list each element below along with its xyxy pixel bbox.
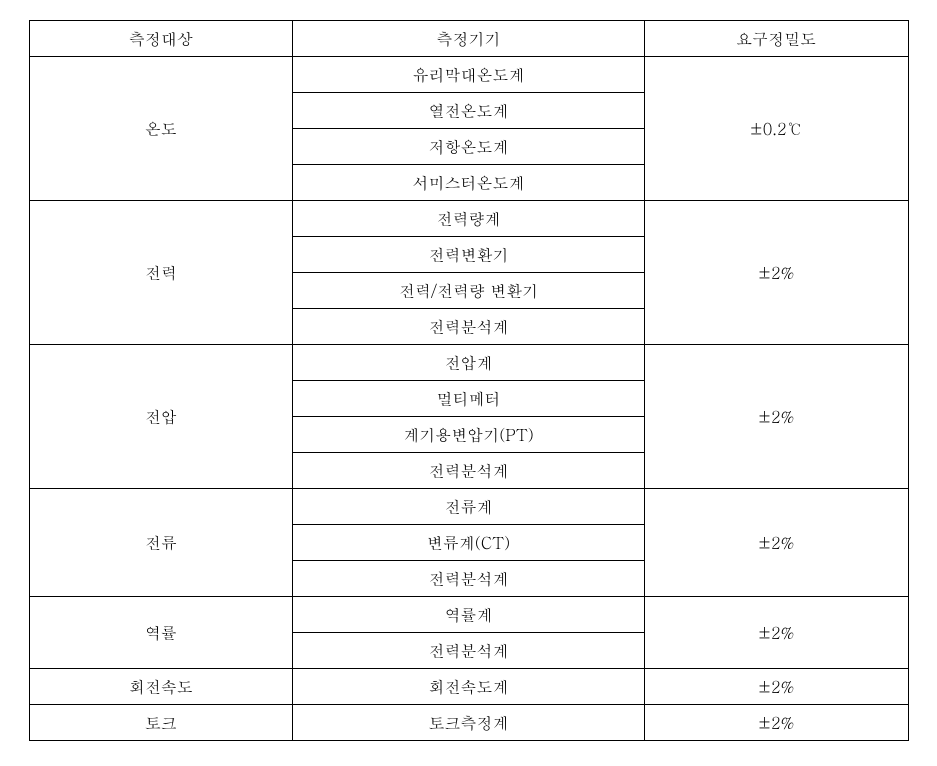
target-cell: 온도 [29,57,293,201]
instrument-cell: 열전온도계 [293,93,645,129]
instrument-cell: 변류계(CT) [293,525,645,561]
table-row: 회전속도 회전속도계 ±2% [29,669,908,705]
table-row: 역률 역률계 ±2% [29,597,908,633]
target-cell: 전압 [29,345,293,489]
precision-cell: ±2% [644,597,908,669]
precision-cell: ±2% [644,489,908,597]
target-cell: 전력 [29,201,293,345]
target-cell: 전류 [29,489,293,597]
instrument-cell: 유리막대온도계 [293,57,645,93]
table-body: 온도 유리막대온도계 ±0.2℃ 열전온도계 저항온도계 서미스터온도계 전력 … [29,57,908,741]
instrument-cell: 전력분석계 [293,561,645,597]
instrument-cell: 전류계 [293,489,645,525]
instrument-cell: 역률계 [293,597,645,633]
instrument-cell: 전압계 [293,345,645,381]
instrument-cell: 전력분석계 [293,633,645,669]
instrument-cell: 전력분석계 [293,309,645,345]
precision-cell: ±0.2℃ [644,57,908,201]
instrument-cell: 전력분석계 [293,453,645,489]
instrument-cell: 회전속도계 [293,669,645,705]
precision-cell: ±2% [644,201,908,345]
instrument-cell: 멀티메터 [293,381,645,417]
instrument-cell: 서미스터온도계 [293,165,645,201]
col-header-target: 측정대상 [29,21,293,57]
instrument-cell: 전력변환기 [293,237,645,273]
precision-cell: ±2% [644,345,908,489]
target-cell: 회전속도 [29,669,293,705]
instrument-cell: 전력량계 [293,201,645,237]
col-header-instrument: 측정기기 [293,21,645,57]
table-row: 전력 전력량계 ±2% [29,201,908,237]
precision-cell: ±2% [644,669,908,705]
precision-cell: ±2% [644,705,908,741]
table-row: 온도 유리막대온도계 ±0.2℃ [29,57,908,93]
instrument-cell: 저항온도계 [293,129,645,165]
table-row: 토크 토크측정계 ±2% [29,705,908,741]
instrument-cell: 전력/전력량 변환기 [293,273,645,309]
instrument-cell: 토크측정계 [293,705,645,741]
col-header-precision: 요구정밀도 [644,21,908,57]
target-cell: 역률 [29,597,293,669]
instrument-cell: 계기용변압기(PT) [293,417,645,453]
table-row: 전압 전압계 ±2% [29,345,908,381]
target-cell: 토크 [29,705,293,741]
table-header-row: 측정대상 측정기기 요구정밀도 [29,21,908,57]
measurement-table: 측정대상 측정기기 요구정밀도 온도 유리막대온도계 ±0.2℃ 열전온도계 저… [29,20,909,741]
table-row: 전류 전류계 ±2% [29,489,908,525]
